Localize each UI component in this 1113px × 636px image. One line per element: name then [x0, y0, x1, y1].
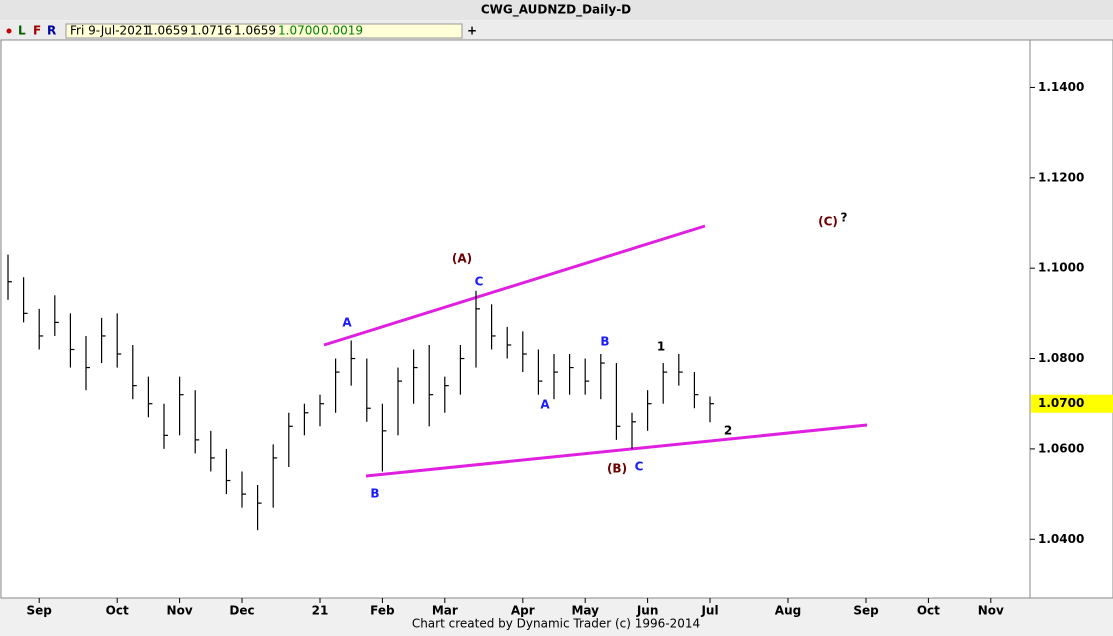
status-dot	[6, 28, 12, 34]
wave-label: A	[342, 316, 352, 330]
x-tick-label: Aug	[775, 604, 801, 618]
y-axis-area	[1029, 39, 1113, 599]
y-tick-label: 1.1000	[1038, 261, 1084, 275]
info-field: Fri 9-Jul-2021	[70, 24, 150, 38]
wave-label: 2	[724, 424, 732, 438]
x-tick-label: Oct	[106, 604, 129, 618]
tool-l[interactable]: L	[18, 24, 26, 38]
chart-title: CWG_AUDNZD_Daily-D	[481, 3, 631, 18]
wave-label: A	[540, 398, 550, 412]
wave-label: (C)	[818, 215, 838, 229]
x-tick-label: Jun	[636, 604, 659, 618]
x-tick-label: Nov	[167, 604, 193, 618]
plot-area	[0, 39, 1031, 599]
x-tick-label: Oct	[917, 604, 940, 618]
add-button[interactable]: +	[467, 24, 477, 38]
x-tick-label: Apr	[511, 604, 535, 618]
x-tick-label: Feb	[370, 604, 395, 618]
x-tick-label: Sep	[853, 604, 879, 618]
title-bar	[0, 0, 1113, 20]
info-field: 1.0659	[146, 24, 188, 38]
info-field: 1.0700	[278, 24, 320, 38]
wave-label: (A)	[452, 252, 472, 266]
wave-label: 1	[657, 340, 665, 354]
y-tick-label: 1.0400	[1038, 532, 1084, 546]
wave-label: C	[635, 460, 644, 474]
x-tick-label: May	[571, 604, 599, 618]
footer: Chart created by Dynamic Trader (c) 1996…	[412, 617, 700, 631]
x-tick-label: Sep	[27, 604, 53, 618]
last-price-box	[1031, 394, 1113, 413]
info-field: 0.0019	[321, 24, 363, 38]
x-tick-label: Jul	[700, 604, 718, 618]
x-tick-label: Dec	[229, 604, 254, 618]
info-field: 1.0659	[234, 24, 276, 38]
y-tick-label: 1.1200	[1038, 170, 1084, 184]
trend-line	[323, 224, 706, 347]
x-tick-label: Mar	[432, 604, 458, 618]
x-tick-label: Nov	[978, 604, 1004, 618]
info-field: 1.0716	[190, 24, 232, 38]
wave-label: (B)	[607, 462, 627, 476]
y-tick-label: 1.0800	[1038, 351, 1084, 365]
tool-f[interactable]: F	[33, 24, 41, 38]
wave-label: B	[600, 335, 609, 349]
y-tick-label: 1.1400	[1038, 80, 1084, 94]
wave-label: ?	[841, 211, 848, 225]
trend-line	[365, 423, 868, 478]
y-tick-label: 1.0600	[1038, 441, 1084, 455]
last-price-label: 1.0700	[1038, 396, 1084, 410]
info-box	[65, 23, 463, 39]
x-tick-label: 21	[312, 604, 329, 618]
tool-r[interactable]: R	[47, 24, 56, 38]
wave-label: B	[370, 487, 379, 501]
wave-label: C	[475, 275, 484, 289]
